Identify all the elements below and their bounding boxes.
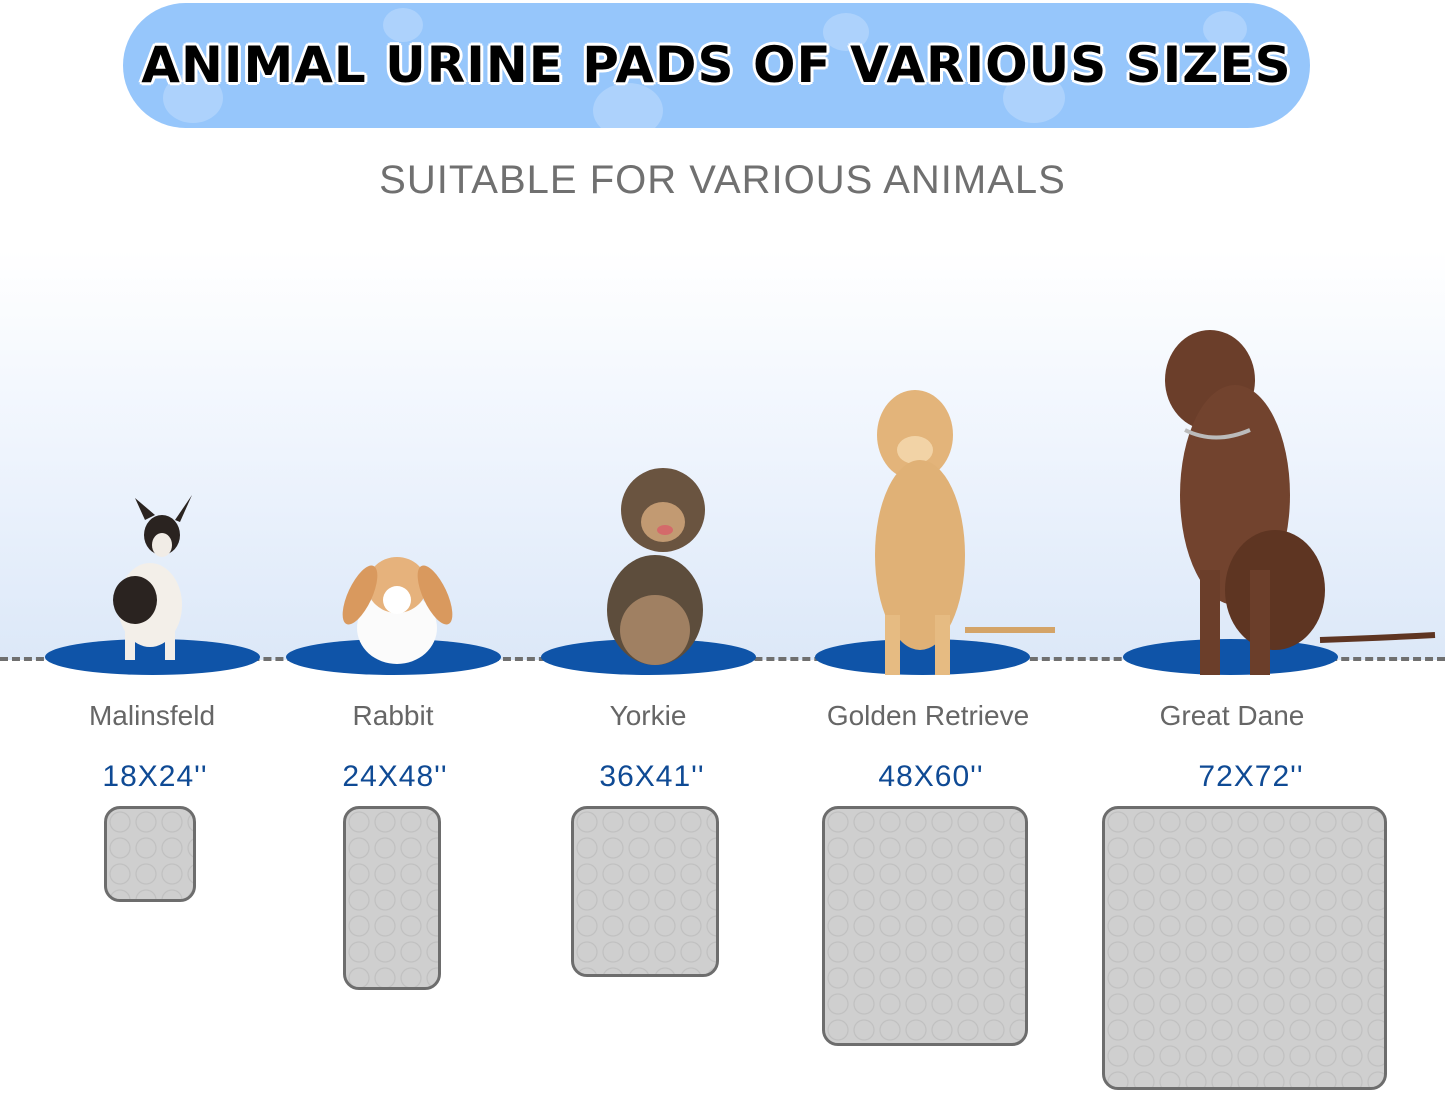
animal-name-yorkie: Yorkie [609, 700, 687, 731]
chihuahua-image [113, 495, 192, 660]
pad-18x24-image [104, 806, 196, 902]
pad-disc [1123, 639, 1338, 675]
great-dane-image [1165, 330, 1436, 675]
pad-48x60-image [822, 806, 1028, 1046]
rabbit-image [342, 557, 453, 664]
animal-name-malinsfeld: Malinsfeld [88, 700, 216, 731]
pad-size-label: 36X41'' [599, 760, 705, 793]
page-subtitle: SUITABLE FOR VARIOUS ANIMALS [379, 158, 1066, 202]
page-title: ANIMAL URINE PADS OF VARIOUS SIZES [141, 36, 1292, 94]
animal-name-great-dane: Great Dane [1159, 700, 1305, 731]
pad-size-label: 48X60'' [878, 760, 984, 793]
golden-retriever-image [875, 390, 1055, 675]
pad-size-label: 18X24'' [102, 760, 208, 793]
animal-name-golden-retrieve: Golden Retrieve [826, 700, 1030, 731]
title-banner: ANIMAL URINE PADS OF VARIOUS SIZES [123, 3, 1310, 128]
pad-36x41-image [571, 806, 719, 977]
animal-name-rabbit: Rabbit [352, 700, 434, 731]
pad-24x48-image [343, 806, 441, 990]
pad-size-label: 72X72'' [1198, 760, 1304, 793]
pad-72x72-image [1102, 806, 1387, 1090]
yorkie-image [607, 468, 705, 665]
pad-size-label: 24X48'' [342, 760, 448, 793]
